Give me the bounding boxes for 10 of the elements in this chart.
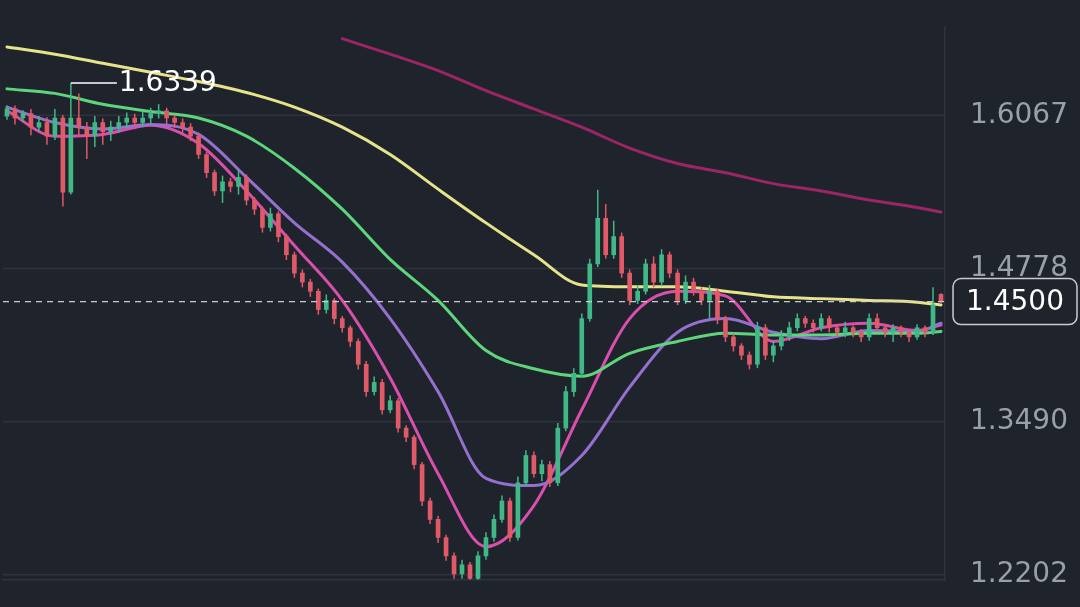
line-series <box>340 37 943 214</box>
y-tick-label: 1.2202 <box>970 556 1068 590</box>
annotation: 1.6339 <box>118 65 217 99</box>
candlestick <box>347 324 353 348</box>
y-tick-label: 1.3490 <box>970 402 1068 436</box>
candlestick <box>268 206 273 233</box>
line-series <box>5 45 943 307</box>
y-tick-label: 1.4778 <box>970 249 1068 283</box>
y-tick-label: 1.6067 <box>970 96 1068 130</box>
ref-line-label: 1.4500 <box>966 283 1065 317</box>
